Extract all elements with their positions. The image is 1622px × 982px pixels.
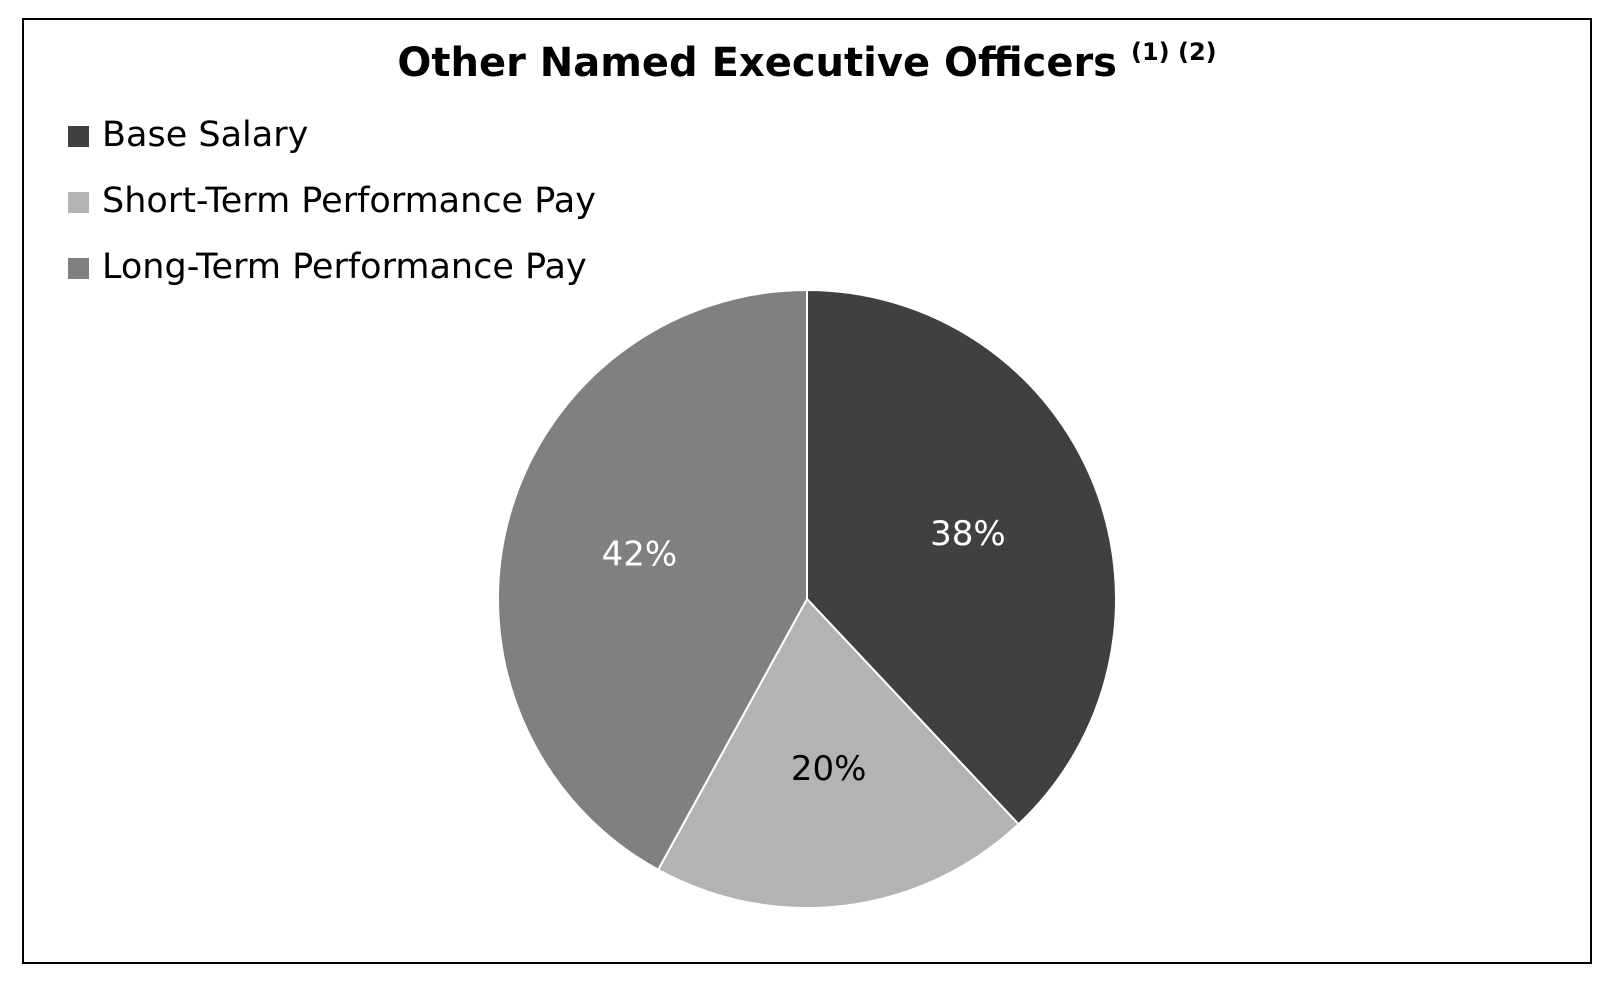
pie-slice: [806, 288, 1117, 826]
chart-title-superscript: (1) (2): [1131, 38, 1217, 66]
legend-label: Long-Term Performance Pay: [102, 247, 587, 287]
legend-swatch: [68, 258, 89, 279]
value-label: 42%: [602, 534, 678, 574]
pie-slice: [656, 597, 1020, 909]
chart-title-group: Other Named Executive Officers (1) (2): [397, 38, 1216, 86]
pie-slice: [497, 288, 808, 872]
legend-label: Short-Term Performance Pay: [102, 181, 596, 221]
value-label: 20%: [791, 749, 867, 789]
chart-title: Other Named Executive Officers: [397, 40, 1117, 86]
legend-swatch: [68, 192, 89, 213]
legend-swatch: [68, 126, 89, 147]
legend-label: Base Salary: [102, 115, 308, 155]
value-label: 38%: [930, 514, 1006, 554]
